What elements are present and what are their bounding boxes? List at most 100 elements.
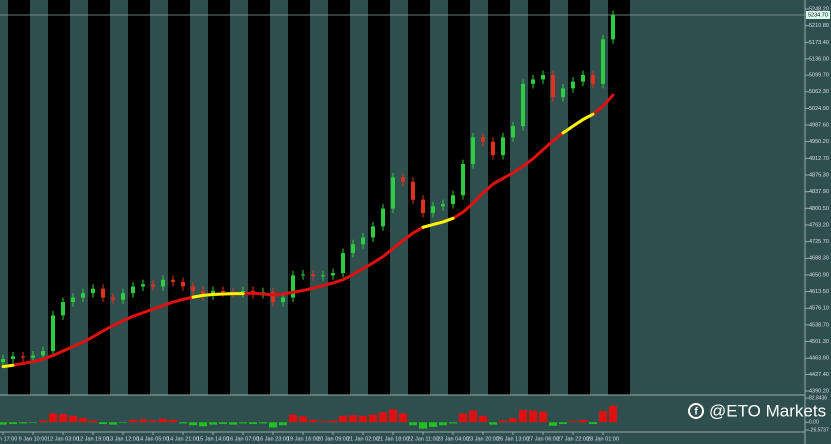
candle-body: [611, 15, 615, 40]
watermark: f @ETO Markets: [688, 401, 826, 420]
candle-body: [151, 284, 155, 287]
histogram-bar: [419, 422, 427, 429]
candle-body: [521, 83, 525, 127]
histogram-bar: [399, 413, 407, 423]
histogram-bar: [469, 410, 477, 423]
x-tick-label: 9 Jan 10:00: [19, 436, 48, 442]
histogram-bar: [549, 422, 557, 426]
histogram-bar: [529, 410, 537, 423]
histogram-bar: [19, 422, 27, 424]
candle-body: [281, 297, 285, 303]
x-tick-label: 23 Jan 20:00: [467, 436, 499, 442]
y-tick-label: 4613.50: [809, 289, 829, 295]
y-tick-label: 4837.90: [809, 189, 829, 195]
candle-body: [141, 284, 145, 287]
histogram-bar: [489, 422, 497, 425]
histogram-bar: [259, 422, 267, 424]
candle-body: [481, 137, 485, 142]
candle-body: [171, 279, 175, 283]
histogram-bar: [479, 415, 487, 423]
night-stripe: [448, 0, 470, 395]
histogram-bar: [599, 411, 607, 423]
candle-body: [401, 177, 405, 182]
candle-body: [461, 164, 465, 196]
x-tick-label: 19 Jan 16:00: [287, 436, 319, 442]
night-stripe: [48, 0, 70, 395]
indicator-tick-label: -26.5737: [809, 427, 829, 433]
histogram-bar: [129, 419, 137, 423]
histogram-bar: [579, 419, 587, 423]
histogram-bar: [299, 416, 307, 423]
histogram-bar: [109, 422, 117, 425]
candle-body: [501, 137, 505, 156]
y-tick-label: 4427.40: [809, 372, 829, 378]
histogram-bar: [149, 420, 157, 423]
candle-body: [341, 253, 345, 274]
night-stripe: [168, 0, 190, 395]
candle-body: [71, 297, 75, 303]
x-tick-label: 27 Jan 22:00: [557, 436, 589, 442]
histogram-bar: [49, 413, 57, 423]
candle-body: [431, 206, 435, 214]
histogram-bar: [349, 415, 357, 423]
histogram-bar: [609, 405, 617, 423]
x-tick-label: 21 Jan 02:00: [347, 436, 379, 442]
histogram-bar: [99, 422, 107, 424]
histogram-bar: [189, 422, 197, 426]
indicator-tick-label: 82.8436: [809, 395, 827, 401]
candle-body: [601, 39, 605, 84]
night-stripe: [608, 0, 630, 395]
y-tick-label: 5248.20: [809, 6, 829, 12]
candle-body: [451, 195, 455, 205]
night-stripe: [368, 0, 390, 395]
y-tick-label: 4800.50: [809, 206, 829, 212]
x-tick-label: 23 Jan 04:00: [437, 436, 469, 442]
histogram-bar: [139, 419, 147, 423]
candle-body: [221, 290, 225, 293]
last-price-box: [806, 11, 830, 20]
candle-body: [411, 181, 415, 200]
candle-body: [51, 315, 55, 352]
x-tick-label: 15 Jan 14:00: [197, 436, 229, 442]
y-tick-label: 4390.20: [809, 388, 829, 394]
histogram-bar: [319, 421, 327, 423]
candle-body: [1, 359, 5, 363]
y-tick-label: 4688.30: [809, 256, 829, 262]
histogram-bar: [369, 414, 377, 423]
x-tick-label: 26 Jan 13:00: [497, 436, 529, 442]
x-tick-label: 22 Jan 11:00: [407, 436, 438, 442]
candle-body: [361, 237, 365, 245]
moving-average: [1, 112, 595, 369]
candle-body: [581, 74, 585, 82]
candle-body: [311, 274, 315, 277]
candle-body: [201, 290, 205, 296]
histogram-bar: [279, 422, 287, 426]
x-tick-label: 12 Jan 03:00: [47, 436, 79, 442]
candle-body: [571, 81, 575, 89]
histogram-bar: [359, 415, 367, 423]
night-stripe: [8, 0, 30, 395]
candle-body: [111, 297, 115, 300]
y-tick-label: 4576.10: [809, 306, 829, 312]
y-tick-label: 4650.90: [809, 272, 829, 278]
y-tick-label: 4763.20: [809, 222, 829, 228]
night-stripe: [328, 0, 350, 395]
candle-body: [11, 356, 15, 360]
candle-body: [331, 273, 335, 276]
candle-body: [241, 290, 245, 294]
logo-text: @ETO Markets: [709, 401, 826, 420]
histogram-bar: [589, 422, 597, 424]
candle-body: [391, 177, 395, 209]
histogram-bar: [29, 422, 37, 423]
night-stripe: [248, 0, 270, 395]
candle-body: [191, 286, 195, 291]
candle-body: [271, 292, 275, 303]
night-stripe: [568, 0, 590, 395]
histogram-bar: [269, 422, 277, 428]
candle-body: [471, 137, 475, 165]
x-tick-label: 16 Jan 23:00: [257, 436, 289, 442]
candle-body: [41, 351, 45, 356]
candle-body: [301, 274, 305, 276]
histogram-bar: [569, 421, 577, 423]
